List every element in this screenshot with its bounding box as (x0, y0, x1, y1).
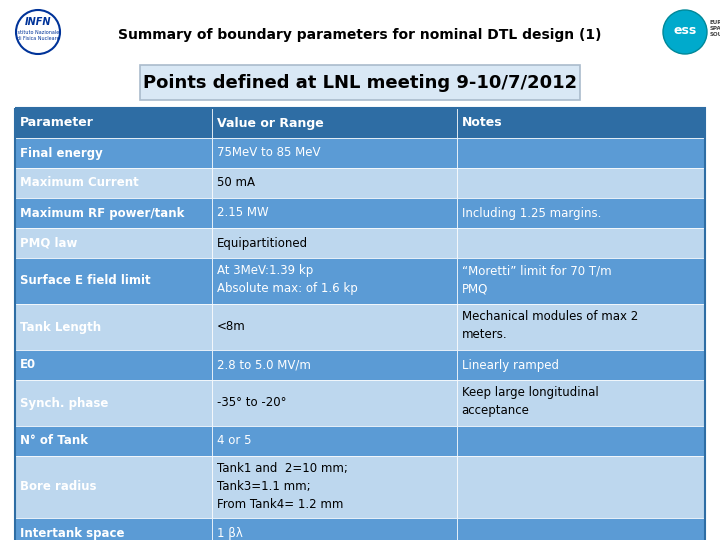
Text: N° of Tank: N° of Tank (20, 435, 88, 448)
Bar (15, 108, 212, 138)
Text: SOURCE: SOURCE (710, 31, 720, 37)
Bar (212, 108, 456, 138)
Text: Tank Length: Tank Length (20, 321, 101, 334)
Bar (456, 168, 705, 198)
Text: EUROPEAN: EUROPEAN (710, 19, 720, 24)
Text: Tank1 and  2=10 mm;
Tank3=1.1 mm;
From Tank4= 1.2 mm: Tank1 and 2=10 mm; Tank3=1.1 mm; From Ta… (217, 462, 348, 511)
Text: Maximum Current: Maximum Current (20, 177, 139, 190)
Text: Parameter: Parameter (20, 117, 94, 130)
Text: “Moretti” limit for 70 T/m
PMQ: “Moretti” limit for 70 T/m PMQ (462, 264, 611, 295)
Text: Bore radius: Bore radius (20, 481, 96, 494)
Bar (15, 456, 212, 518)
Bar (456, 258, 705, 304)
Text: 75MeV to 85 MeV: 75MeV to 85 MeV (217, 146, 320, 159)
Text: At 3MeV:1.39 kp
Absolute max: of 1.6 kp: At 3MeV:1.39 kp Absolute max: of 1.6 kp (217, 264, 357, 295)
Bar (212, 350, 456, 380)
Bar (15, 168, 212, 198)
Bar (456, 350, 705, 380)
Text: Equipartitioned: Equipartitioned (217, 237, 307, 249)
Bar (456, 456, 705, 518)
Bar (15, 304, 212, 350)
Bar (15, 426, 212, 456)
Text: Mechanical modules of max 2
meters.: Mechanical modules of max 2 meters. (462, 310, 638, 341)
Text: INFN: INFN (24, 17, 51, 27)
Text: Intertank space: Intertank space (20, 526, 125, 539)
Bar (456, 304, 705, 350)
Bar (15, 350, 212, 380)
Bar (212, 518, 456, 540)
Bar (212, 304, 456, 350)
Bar (456, 198, 705, 228)
Text: 50 mA: 50 mA (217, 177, 255, 190)
Bar (15, 518, 212, 540)
Bar (212, 258, 456, 304)
Text: 2.8 to 5.0 MV/m: 2.8 to 5.0 MV/m (217, 359, 310, 372)
Bar (15, 258, 212, 304)
Text: Notes: Notes (462, 117, 503, 130)
Text: Linearly ramped: Linearly ramped (462, 359, 559, 372)
Text: Summary of boundary parameters for nominal DTL design (1): Summary of boundary parameters for nomin… (118, 28, 602, 42)
Text: E0: E0 (20, 359, 36, 372)
Text: Value or Range: Value or Range (217, 117, 323, 130)
Bar (15, 228, 212, 258)
Text: Keep large longitudinal
acceptance: Keep large longitudinal acceptance (462, 386, 598, 417)
Text: Final energy: Final energy (20, 146, 103, 159)
Text: Including 1.25 margins.: Including 1.25 margins. (462, 206, 601, 219)
Text: di Fisica Nucleare: di Fisica Nucleare (17, 37, 59, 42)
Circle shape (663, 10, 707, 54)
Bar (456, 108, 705, 138)
Bar (15, 380, 212, 426)
Text: Synch. phase: Synch. phase (20, 396, 109, 409)
Bar (456, 518, 705, 540)
Text: <8m: <8m (217, 321, 246, 334)
Text: Surface E field limit: Surface E field limit (20, 274, 150, 287)
Text: Istituto Nazionale: Istituto Nazionale (17, 30, 60, 36)
Bar (140, 65, 580, 100)
Bar (212, 198, 456, 228)
Text: Points defined at LNL meeting 9-10/7/2012: Points defined at LNL meeting 9-10/7/201… (143, 73, 577, 91)
Bar (15, 138, 212, 168)
Text: -35° to -20°: -35° to -20° (217, 396, 286, 409)
Text: PMQ law: PMQ law (20, 237, 77, 249)
Bar (212, 426, 456, 456)
Bar (212, 380, 456, 426)
Bar (456, 380, 705, 426)
Bar (212, 228, 456, 258)
Text: SPALLATION: SPALLATION (710, 25, 720, 30)
Text: Maximum RF power/tank: Maximum RF power/tank (20, 206, 184, 219)
Text: 4 or 5: 4 or 5 (217, 435, 251, 448)
Bar (212, 168, 456, 198)
Bar (456, 228, 705, 258)
Text: 2.15 MW: 2.15 MW (217, 206, 269, 219)
Text: ess: ess (673, 24, 697, 37)
Bar (212, 456, 456, 518)
Bar (15, 108, 705, 540)
Bar (212, 138, 456, 168)
Text: 1 βλ: 1 βλ (217, 526, 243, 539)
Bar (456, 138, 705, 168)
Bar (15, 198, 212, 228)
Bar (456, 426, 705, 456)
